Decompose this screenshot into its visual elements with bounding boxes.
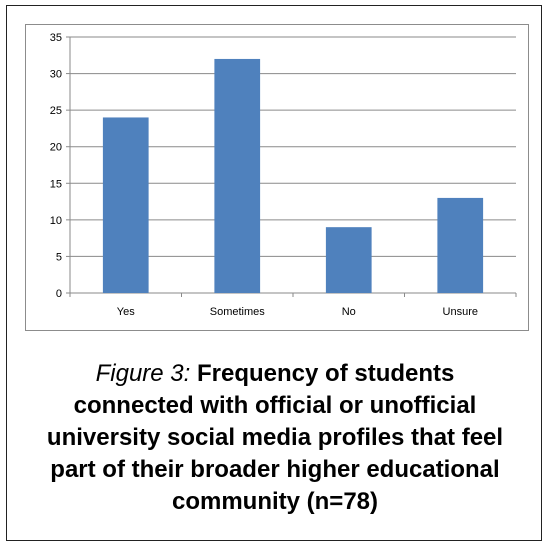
figure-caption: Figure 3: Frequency of students connecte… [37, 358, 513, 518]
bar-no [325, 227, 372, 293]
figure-frame: 0 5 10 15 20 25 30 35 Yes Sometimes No Unsure Figur… [6, 5, 542, 541]
y-tick-label: 35 [50, 32, 62, 44]
y-tick-label: 25 [50, 105, 62, 117]
chart-area: 0 5 10 15 20 25 30 35 Yes Sometimes No Unsure [25, 24, 529, 331]
bar-unsure [437, 197, 484, 293]
bar-chart: 0 5 10 15 20 25 30 35 Yes Sometimes No Unsure [50, 32, 517, 318]
x-tick-label: No [342, 306, 356, 318]
x-tick-label: Unsure [443, 306, 478, 318]
caption-text: Frequency of students connected with off… [46, 360, 504, 515]
x-tick-label: Sometimes [210, 306, 266, 318]
y-tick-label: 20 [50, 142, 62, 154]
figure-label: Figure 3: [95, 360, 191, 387]
bar-sometimes [214, 58, 261, 293]
x-tick-label: Yes [117, 306, 135, 318]
bar-yes [102, 117, 149, 293]
y-tick-label: 10 [50, 215, 62, 227]
y-tick-label: 15 [50, 178, 62, 190]
y-tick-label: 5 [56, 251, 62, 263]
y-tick-label: 0 [56, 288, 62, 300]
y-tick-label: 30 [50, 69, 62, 81]
